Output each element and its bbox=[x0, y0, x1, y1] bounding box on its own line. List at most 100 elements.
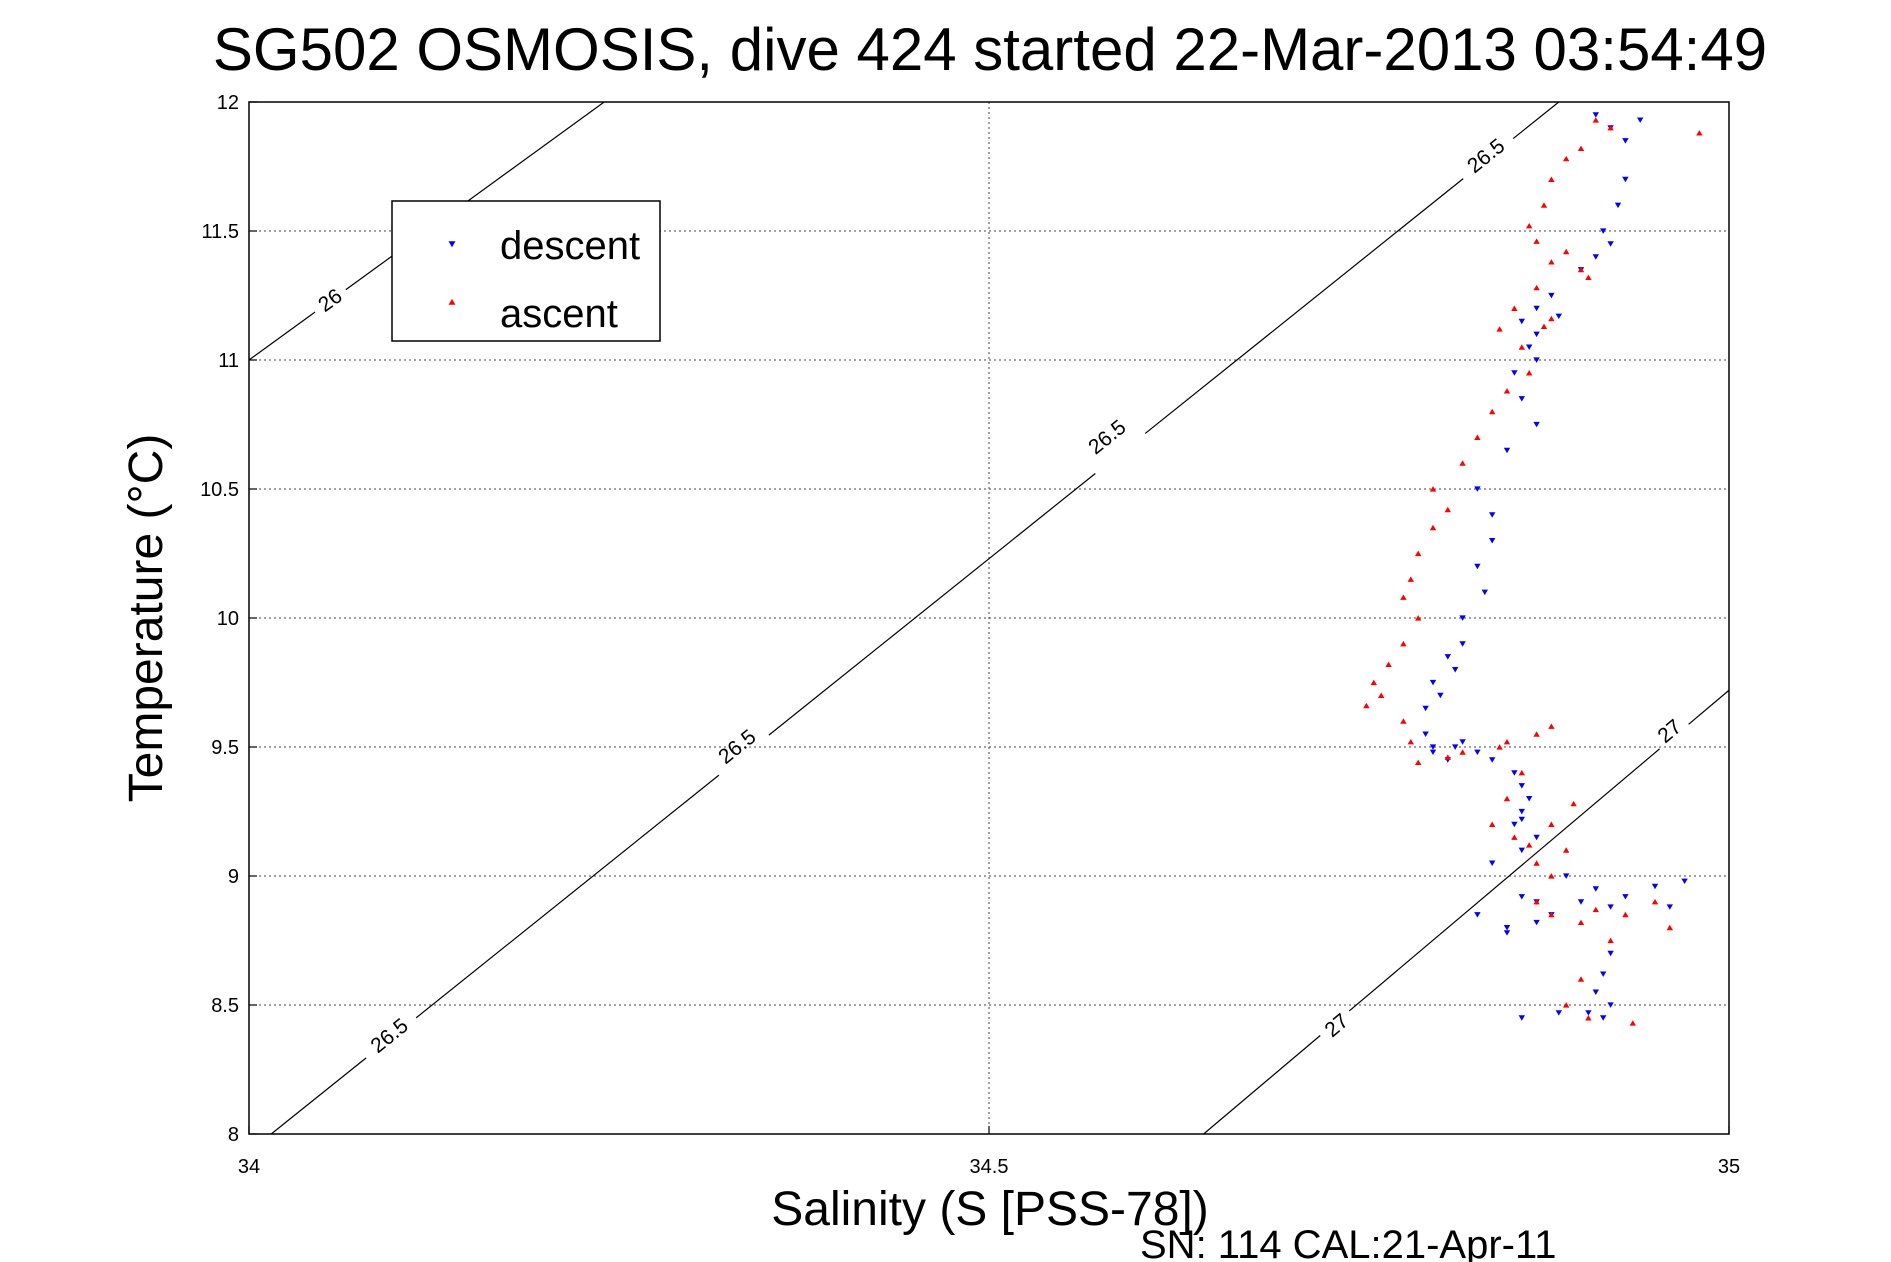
data-point-descent bbox=[1592, 254, 1599, 260]
y-tick-label: 9 bbox=[228, 866, 239, 888]
data-point-descent bbox=[1474, 912, 1481, 918]
data-point-ascent bbox=[1503, 739, 1511, 745]
y-tick-label: 10.5 bbox=[200, 479, 239, 501]
data-point-ascent bbox=[1563, 1002, 1570, 1008]
data-point-descent bbox=[1607, 241, 1614, 247]
data-point-ascent bbox=[1444, 506, 1451, 513]
data-point-descent bbox=[1489, 757, 1496, 763]
data-point-descent bbox=[1651, 883, 1659, 890]
serial-calibration-note: SN: 114 CAL:21-Apr-11 bbox=[1140, 1223, 1557, 1262]
data-point-descent bbox=[1533, 305, 1540, 312]
data-point-ascent bbox=[1585, 1015, 1592, 1021]
legend-marker-descent bbox=[448, 241, 456, 248]
data-point-descent bbox=[1526, 796, 1533, 802]
contour-line-26.5 bbox=[1512, 101, 1560, 140]
data-point-ascent bbox=[1540, 323, 1548, 329]
x-tick-label: 35 bbox=[1718, 1156, 1740, 1178]
data-point-ascent bbox=[1429, 486, 1437, 492]
x-axis-label: Salinity (S [PSS-78]) bbox=[771, 1183, 1208, 1236]
data-point-ascent bbox=[1518, 344, 1525, 350]
data-point-ascent bbox=[1503, 795, 1511, 802]
data-point-descent bbox=[1518, 808, 1525, 815]
data-point-descent bbox=[1518, 318, 1525, 325]
data-point-ascent bbox=[1489, 821, 1496, 827]
data-point-descent bbox=[1511, 770, 1518, 776]
data-point-descent bbox=[1489, 860, 1496, 866]
data-point-ascent bbox=[1415, 615, 1422, 621]
data-point-ascent bbox=[1533, 898, 1540, 905]
data-point-ascent bbox=[1378, 692, 1385, 698]
data-point-ascent bbox=[1548, 176, 1555, 182]
data-point-descent bbox=[1474, 486, 1481, 492]
data-point-descent bbox=[1518, 783, 1525, 789]
data-point-descent bbox=[1592, 112, 1599, 118]
data-point-ascent bbox=[1696, 130, 1703, 136]
data-point-descent bbox=[1577, 899, 1585, 905]
data-point-descent bbox=[1555, 1010, 1562, 1016]
data-point-ascent bbox=[1629, 1020, 1636, 1026]
legend: descent ascent bbox=[391, 200, 661, 342]
data-point-descent bbox=[1607, 904, 1614, 910]
contour-line-26 bbox=[248, 311, 316, 361]
data-point-ascent bbox=[1622, 911, 1629, 918]
data-point-ascent bbox=[1548, 259, 1555, 265]
data-point-descent bbox=[1592, 886, 1599, 892]
y-tick-label: 11.5 bbox=[202, 221, 239, 243]
data-point-ascent bbox=[1415, 759, 1422, 765]
y-tick-label: 8 bbox=[228, 1124, 239, 1146]
contour-line-26.5 bbox=[270, 1057, 367, 1135]
data-point-descent bbox=[1533, 919, 1540, 926]
data-point-ascent bbox=[1607, 124, 1614, 131]
contour-line-26.5 bbox=[415, 774, 720, 1019]
data-point-descent bbox=[1622, 138, 1629, 144]
y-tick-label: 8.5 bbox=[211, 995, 239, 1017]
data-points bbox=[1363, 112, 1703, 1026]
data-point-ascent bbox=[1563, 847, 1570, 853]
data-point-ascent bbox=[1511, 834, 1518, 840]
data-point-ascent bbox=[1444, 754, 1451, 760]
data-point-ascent bbox=[1496, 744, 1503, 750]
data-point-descent bbox=[1452, 667, 1459, 673]
contour-line-26 bbox=[345, 101, 605, 291]
data-point-ascent bbox=[1533, 860, 1540, 866]
data-point-descent bbox=[1585, 1010, 1592, 1016]
data-point-descent bbox=[1503, 925, 1511, 931]
data-point-descent bbox=[1429, 744, 1437, 750]
data-point-descent bbox=[1533, 357, 1540, 363]
data-point-ascent bbox=[1577, 976, 1585, 982]
data-point-ascent bbox=[1548, 723, 1555, 729]
data-point-descent bbox=[1563, 873, 1570, 879]
data-point-descent bbox=[1452, 744, 1459, 750]
data-point-ascent bbox=[1400, 640, 1407, 647]
data-point-ascent bbox=[1496, 326, 1503, 332]
data-point-ascent bbox=[1548, 315, 1555, 322]
contour-line-26.5 bbox=[1144, 178, 1464, 434]
data-point-descent bbox=[1518, 816, 1525, 823]
data-point-ascent bbox=[1385, 661, 1392, 667]
data-point-descent bbox=[1533, 421, 1540, 428]
data-point-descent bbox=[1533, 331, 1540, 338]
data-point-descent bbox=[1474, 749, 1481, 755]
data-point-ascent bbox=[1607, 937, 1614, 944]
data-point-descent bbox=[1511, 370, 1518, 376]
data-point-ascent bbox=[1563, 155, 1570, 162]
data-point-descent bbox=[1533, 834, 1540, 841]
data-point-ascent bbox=[1577, 145, 1585, 151]
data-point-descent bbox=[1555, 313, 1562, 319]
data-point-ascent bbox=[1407, 739, 1414, 745]
data-point-ascent bbox=[1400, 594, 1407, 600]
data-point-descent bbox=[1459, 641, 1466, 647]
x-tick-label: 34 bbox=[238, 1156, 260, 1178]
data-point-ascent bbox=[1526, 842, 1533, 848]
data-point-descent bbox=[1600, 971, 1607, 977]
data-point-ascent bbox=[1415, 550, 1422, 557]
data-point-ascent bbox=[1489, 408, 1496, 415]
data-point-ascent bbox=[1577, 266, 1585, 273]
data-point-descent bbox=[1518, 396, 1525, 402]
data-point-descent bbox=[1607, 1002, 1614, 1008]
data-point-ascent bbox=[1548, 911, 1555, 918]
data-point-descent bbox=[1637, 117, 1644, 123]
data-point-descent bbox=[1666, 904, 1673, 910]
data-point-descent bbox=[1518, 847, 1525, 854]
data-point-ascent bbox=[1526, 370, 1533, 376]
